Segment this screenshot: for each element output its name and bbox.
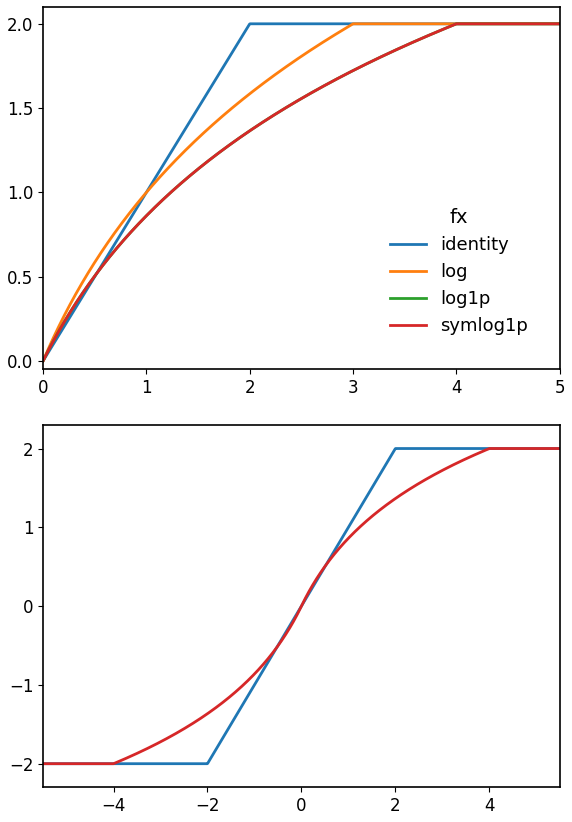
log1p: [93, 270, 100, 279]
log1p: [452, 20, 459, 30]
symlog1p: [454, 19, 460, 29]
identity: [395, 19, 402, 29]
identity: [443, 19, 450, 29]
log1p: [454, 19, 460, 29]
Legend: identity, log, log1p, symlog1p: identity, log, log1p, symlog1p: [383, 201, 535, 342]
identity: [247, 19, 253, 29]
symlog1p: [395, 44, 402, 54]
identity: [452, 19, 459, 29]
log: [39, 356, 46, 366]
symlog1p: [267, 112, 274, 122]
identity: [39, 356, 46, 366]
log1p: [267, 112, 274, 122]
log: [93, 256, 100, 266]
identity: [249, 19, 256, 29]
log: [267, 73, 274, 83]
log: [557, 19, 563, 29]
log1p: [443, 23, 450, 33]
identity: [268, 19, 275, 29]
symlog1p: [93, 270, 100, 279]
Line: identity: identity: [43, 24, 560, 361]
symlog1p: [452, 20, 459, 30]
Line: log1p: log1p: [43, 24, 560, 361]
log: [395, 19, 402, 29]
log: [443, 19, 450, 29]
identity: [557, 19, 563, 29]
log1p: [395, 44, 402, 54]
Line: symlog1p: symlog1p: [43, 24, 560, 361]
symlog1p: [39, 356, 46, 366]
Line: log: log: [43, 24, 560, 361]
symlog1p: [443, 23, 450, 33]
log: [350, 19, 357, 29]
symlog1p: [557, 19, 563, 29]
log1p: [557, 19, 563, 29]
log1p: [249, 124, 256, 134]
log: [452, 19, 459, 29]
symlog1p: [249, 124, 256, 134]
identity: [93, 270, 100, 279]
log1p: [39, 356, 46, 366]
log: [249, 87, 256, 97]
